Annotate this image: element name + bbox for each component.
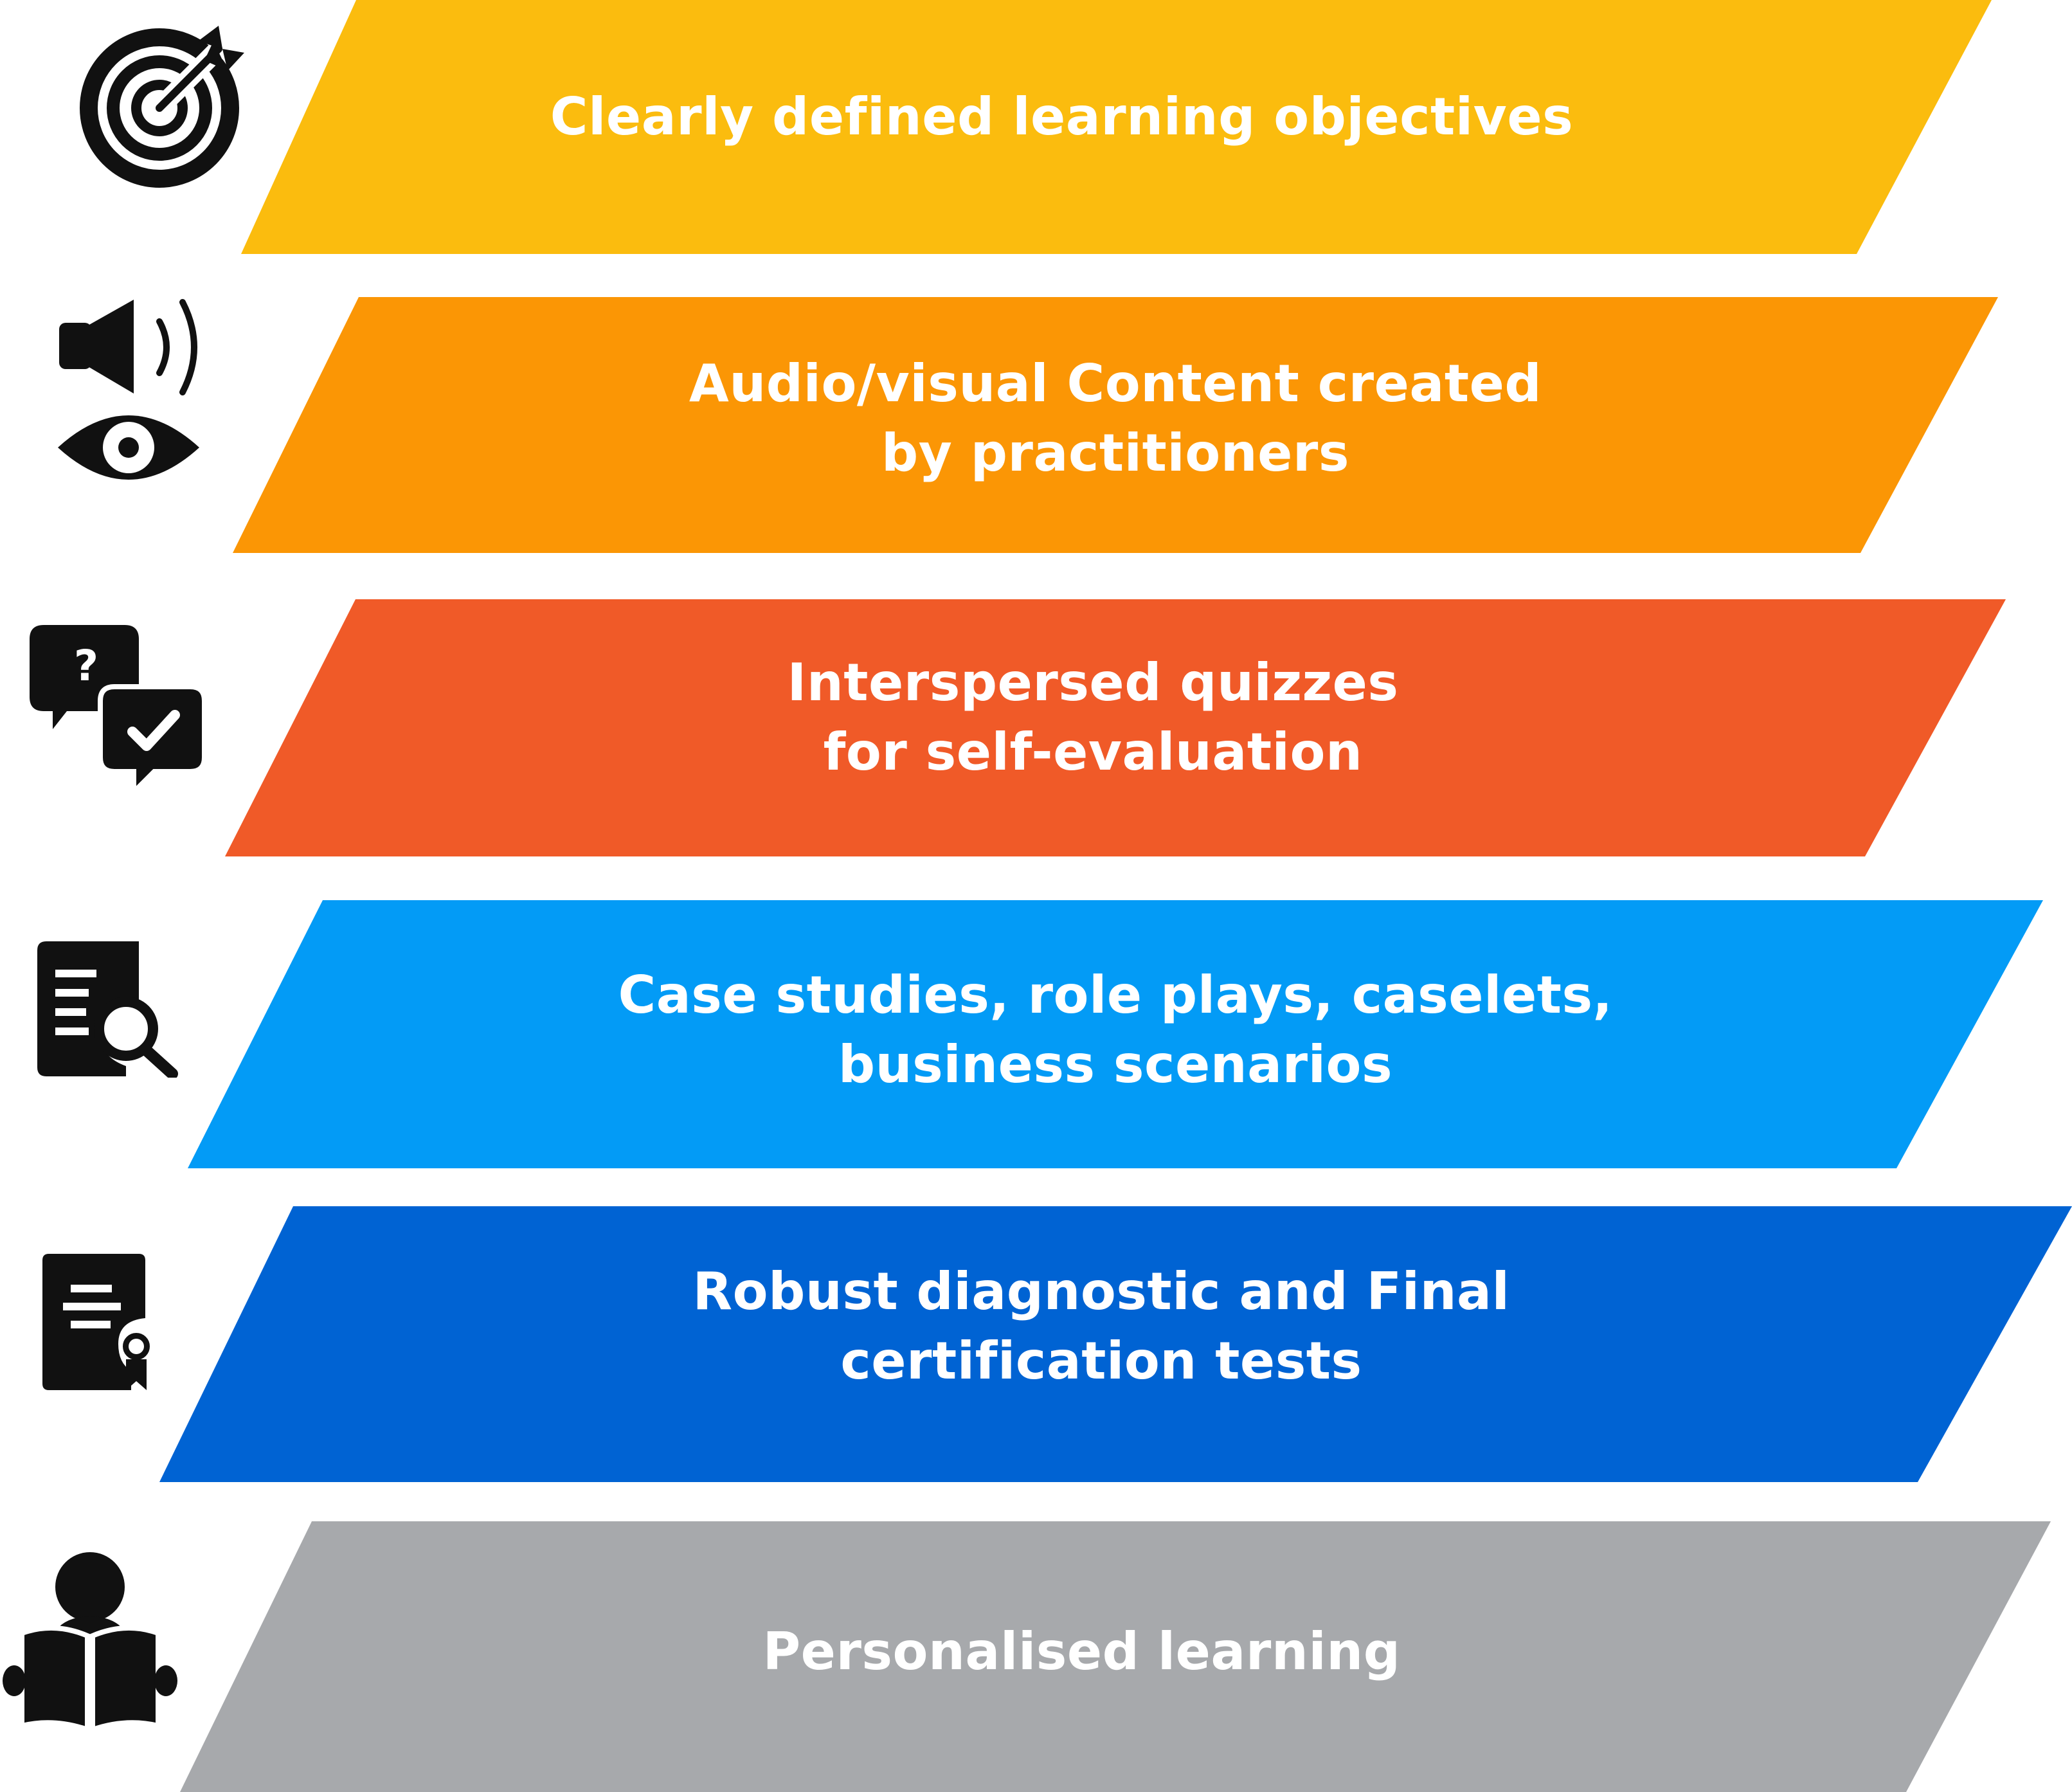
band-personalised-label: Personalised learning <box>180 1617 1983 1687</box>
band-label-line: Robust diagnostic and Final <box>692 1262 1510 1321</box>
band-quizzes-shape <box>225 599 2006 856</box>
band-label-line: business scenarios <box>838 1035 1393 1094</box>
band-case-studies-shape <box>188 900 2043 1168</box>
band-audio-visual-label: Audio/visual Content created by practiti… <box>233 349 1998 488</box>
svg-text:?: ? <box>74 641 98 691</box>
band-label-line: Case studies, role plays, caselets, <box>618 965 1613 1025</box>
band-quizzes-label: Interspersed quizzes for self-evaluation <box>225 648 1961 787</box>
band-label-line: Interspersed quizzes <box>787 653 1399 712</box>
band-audio-visual-shape <box>233 297 1998 553</box>
band-objectives-label: Clearly defined learning objectives <box>241 82 1882 152</box>
band-label-line: Audio/visual Content created <box>689 354 1542 413</box>
reader-icon <box>3 1552 177 1731</box>
band-objectives-shape <box>241 0 1992 254</box>
speaker-eye-icon <box>58 299 199 480</box>
band-personalised-shape <box>180 1521 2051 1792</box>
band-tests-label: Robust diagnostic and Final certificatio… <box>159 1257 2043 1396</box>
band-label-line: Personalised learning <box>762 1622 1401 1681</box>
band-label-line: for self-evaluation <box>823 722 1363 782</box>
certificate-icon <box>42 1254 154 1390</box>
band-label-line: certification tests <box>840 1331 1362 1391</box>
quiz-chat-icon: ? <box>30 625 206 797</box>
band-label-line: Clearly defined learning objectives <box>550 87 1574 147</box>
band-tests-shape <box>159 1206 2072 1482</box>
band-case-studies-label: Case studies, role plays, caselets, busi… <box>188 961 2043 1100</box>
case-search-icon <box>37 941 178 1078</box>
target-icon <box>80 26 244 188</box>
band-label-line: by practitioners <box>881 423 1349 483</box>
